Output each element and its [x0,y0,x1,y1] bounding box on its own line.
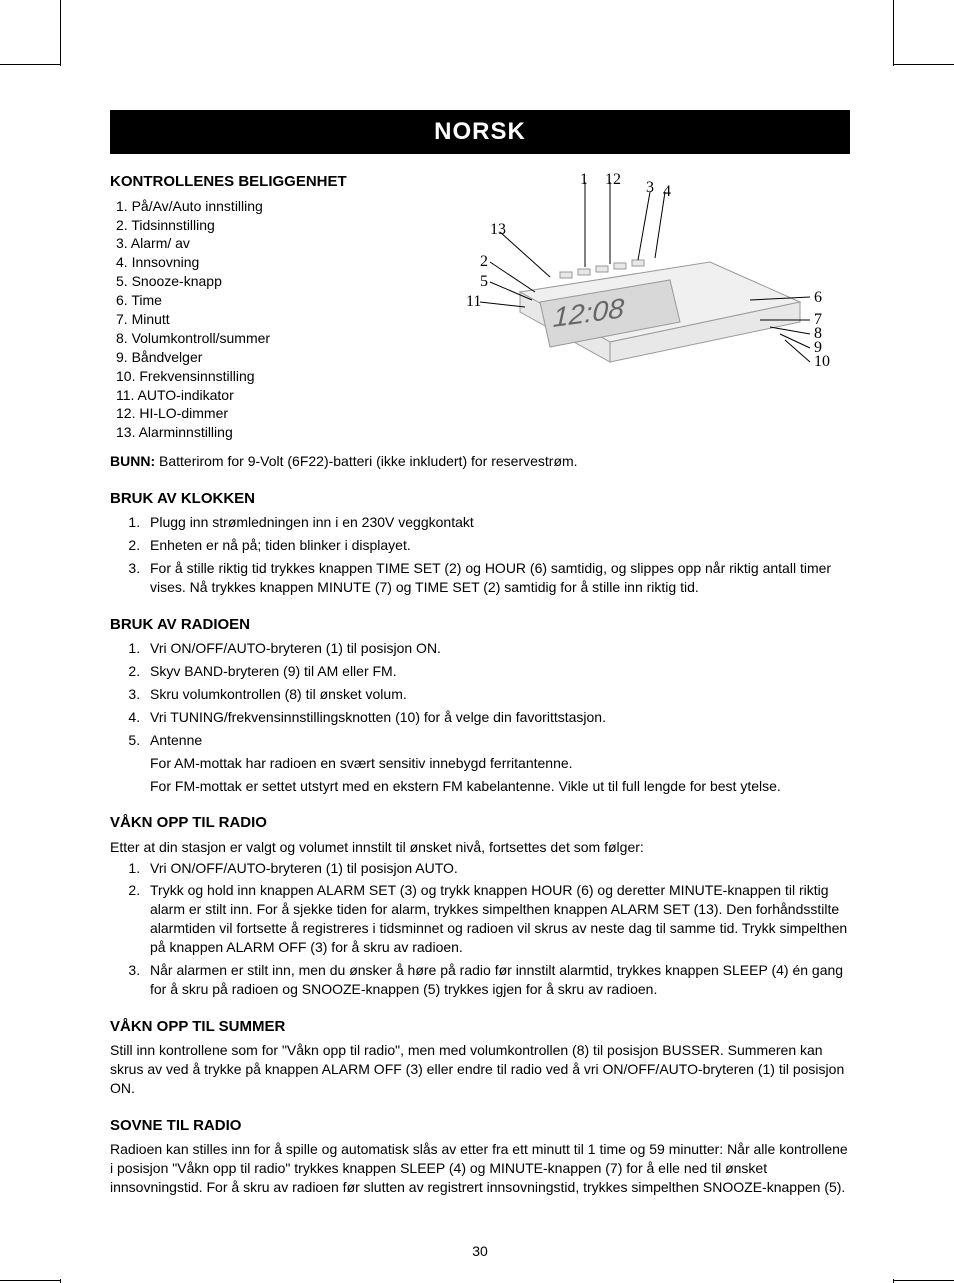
language-title: NORSK [434,118,526,145]
callout-11: 11 [466,293,481,310]
antenna-fm: For FM-mottak er settet utstyrt med en e… [110,777,850,796]
control-item: 8. Volumkontroll/summer [116,329,440,348]
control-item: 6. Time [116,291,440,310]
antenna-am: For AM-mottak har radioen en svært sensi… [110,754,850,773]
page-content: NORSK KONTROLLENES BELIGGENHET 1. På/Av/… [110,110,850,1197]
page-number: 30 [110,1242,850,1261]
list-item: Vri ON/OFF/AUTO-bryteren (1) til posisjo… [144,639,850,658]
list-item: Vri TUNING/frekvensinnstillingsknotten (… [144,708,850,727]
list-item: For å stille riktig tid trykkes knappen … [144,559,850,597]
wake-radio-intro: Etter at din stasjon er valgt og volumet… [110,838,850,857]
crop-mark [894,64,954,65]
controls-list: 1. På/Av/Auto innstilling 2. Tidsinnstil… [110,197,440,443]
callout-3: 3 [646,179,654,196]
callout-12: 12 [605,172,621,188]
wake-radio-steps: Vri ON/OFF/AUTO-bryteren (1) til posisjo… [110,859,850,999]
control-item: 5. Snooze-knapp [116,272,440,291]
callout-1: 1 [580,172,588,188]
bunn-label: BUNN: [110,453,155,469]
callout-10: 10 [814,353,830,370]
list-item: Vri ON/OFF/AUTO-bryteren (1) til posisjo… [144,859,850,878]
crop-mark [60,1279,61,1283]
crop-mark [0,1280,60,1281]
diagram-column: 12:08 [460,172,850,442]
callout-2: 2 [480,253,488,270]
control-item: 9. Båndvelger [116,348,440,367]
callout-5: 5 [480,273,488,290]
control-item: 2. Tidsinnstilling [116,216,440,235]
clock-radio-diagram: 12:08 [460,172,850,382]
list-item: Trykk og hold inn knappen ALARM SET (3) … [144,881,850,957]
bunn-text: Batterirom for 9-Volt (6F22)-batteri (ik… [155,453,577,469]
list-item: Skru volumkontrollen (8) til ønsket volu… [144,685,850,704]
control-item: 4. Innsovning [116,253,440,272]
control-item: 10. Frekvensinnstilling [116,367,440,386]
crop-mark [893,1279,894,1283]
radio-steps: Vri ON/OFF/AUTO-bryteren (1) til posisjo… [110,639,850,749]
crop-mark [894,1280,954,1281]
callout-6: 6 [814,289,822,306]
section-heading-radio: BRUK AV RADIOEN [110,615,850,635]
control-item: 7. Minutt [116,310,440,329]
control-item: 1. På/Av/Auto innstilling [116,197,440,216]
crop-mark [893,0,894,66]
section-heading-clock: BRUK AV KLOKKEN [110,489,850,509]
controls-column: KONTROLLENES BELIGGENHET 1. På/Av/Auto i… [110,172,440,442]
clock-steps: Plugg inn strømledningen inn i en 230V v… [110,513,850,597]
list-item: Plugg inn strømledningen inn i en 230V v… [144,513,850,532]
wake-buzzer-body: Still inn kontrollene som for "Våkn opp … [110,1041,850,1098]
section-heading-sleep: SOVNE TIL RADIO [110,1116,850,1136]
language-title-bar: NORSK [110,110,850,154]
list-item: Enheten er nå på; tiden blinker i displa… [144,536,850,555]
crop-mark [0,64,60,65]
callout-4: 4 [663,183,671,200]
section-heading-wake-radio: VÅKN OPP TIL RADIO [110,813,850,833]
control-item: 13. Alarminnstilling [116,423,440,442]
callout-13: 13 [490,221,506,238]
section-heading-controls: KONTROLLENES BELIGGENHET [110,172,440,192]
list-item: Når alarmen er stilt inn, men du ønsker … [144,961,850,999]
sleep-body: Radioen kan stilles inn for å spille og … [110,1140,850,1197]
bunn-line: BUNN: Batterirom for 9-Volt (6F22)-batte… [110,452,850,471]
section-heading-wake-buzzer: VÅKN OPP TIL SUMMER [110,1017,850,1037]
control-item: 11. AUTO-indikator [116,386,440,405]
list-item: Antenne [144,731,850,750]
crop-mark [60,0,61,66]
control-item: 3. Alarm/ av [116,234,440,253]
list-item: Skyv BAND-bryteren (9) til AM eller FM. [144,662,850,681]
control-item: 12. HI-LO-dimmer [116,404,440,423]
